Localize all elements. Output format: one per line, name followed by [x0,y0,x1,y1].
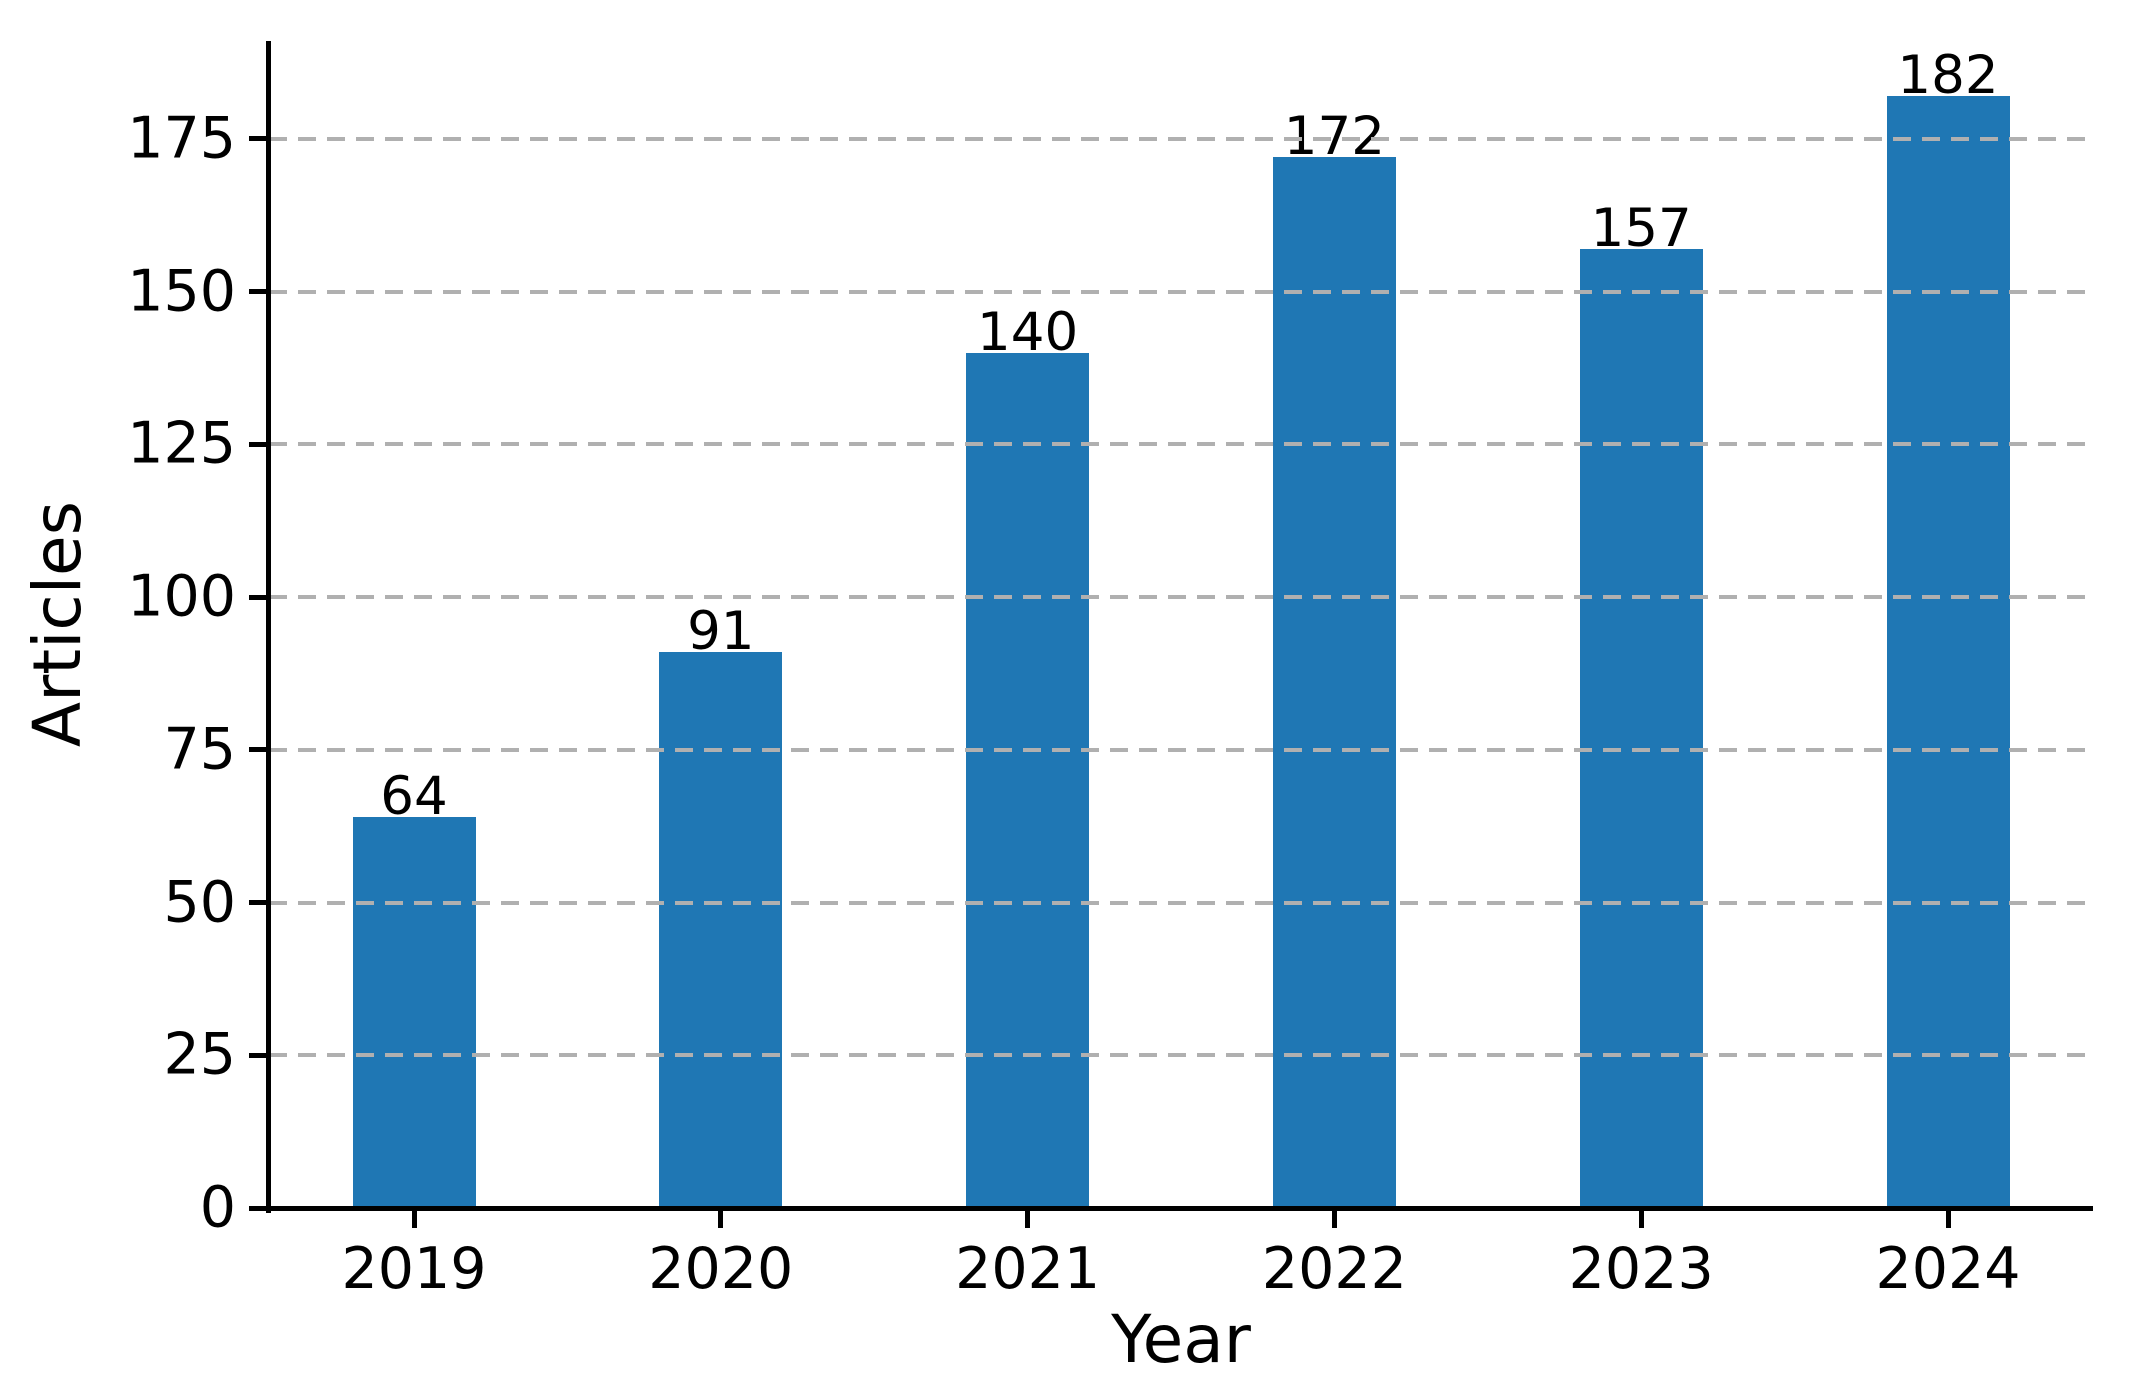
y-axis-spine [266,41,271,1213]
bar-value-label-2020: 91 [687,601,755,662]
bar-2023 [1579,248,1703,1208]
x-axis-title: Year [1111,1301,1251,1378]
gridline-y-125 [269,442,2093,447]
y-tick-mark-75 [249,747,269,753]
y-tick-mark-150 [249,289,269,294]
x-axis-spine [266,1206,2093,1211]
bar-2020 [659,651,783,1208]
x-tick-mark-2020 [718,1208,724,1228]
y-tick-label-75: 75 [163,716,236,783]
y-tick-label-125: 125 [127,410,236,477]
x-tick-label-2019: 2019 [341,1236,487,1302]
gridline-y-25 [269,1053,2093,1058]
y-tick-label-100: 100 [127,563,236,630]
bar-2022 [1272,157,1396,1208]
bar-value-label-2022: 172 [1283,106,1385,168]
x-tick-label-2020: 2020 [648,1236,794,1302]
y-tick-label-175: 175 [127,105,236,172]
x-tick-mark-2019 [411,1208,417,1228]
y-tick-label-25: 25 [163,1021,236,1088]
bar-2021 [966,352,1090,1208]
x-tick-label-2021: 2021 [955,1236,1101,1302]
x-tick-label-2023: 2023 [1568,1236,1714,1302]
x-tick-label-2024: 2024 [1875,1236,2021,1302]
x-tick-mark-2023 [1638,1208,1644,1228]
gridline-y-50 [269,900,2093,905]
y-tick-mark-0 [249,1205,269,1211]
y-tick-label-0: 0 [199,1174,236,1241]
bar-2024 [1886,95,2010,1208]
gridline-y-150 [269,289,2093,294]
y-tick-label-50: 50 [163,869,236,935]
x-tick-mark-2021 [1025,1208,1031,1228]
gridline-y-75 [269,747,2093,752]
y-tick-label-150: 150 [127,258,236,324]
x-tick-mark-2022 [1331,1208,1337,1228]
y-tick-mark-100 [249,594,269,600]
y-tick-mark-175 [249,136,269,142]
bar-value-label-2024: 182 [1897,45,1999,106]
gridline-y-175 [269,136,2093,141]
y-axis-title: Articles [19,500,96,748]
x-tick-label-2022: 2022 [1261,1236,1407,1302]
y-tick-mark-25 [249,1052,269,1058]
bar-value-label-2021: 140 [977,301,1079,363]
x-tick-mark-2024 [1945,1208,1951,1228]
bar-value-label-2023: 157 [1590,197,1692,259]
y-tick-mark-125 [249,441,269,447]
y-tick-mark-50 [249,900,269,905]
gridline-y-100 [269,595,2093,599]
bar-2019 [352,816,476,1208]
bar-value-label-2019: 64 [380,765,448,827]
